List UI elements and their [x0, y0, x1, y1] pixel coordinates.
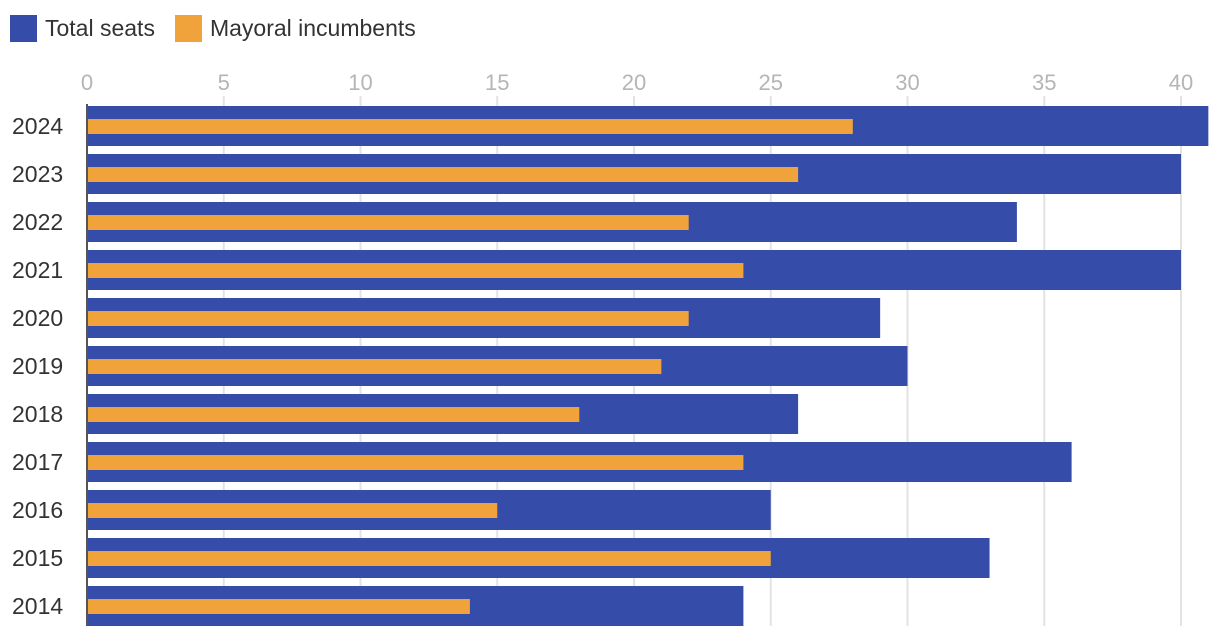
y-tick-label-2023: 2023 — [12, 161, 63, 187]
bars — [87, 106, 1209, 626]
y-tick-label-2015: 2015 — [12, 545, 63, 571]
y-tick-label-2014: 2014 — [12, 593, 63, 619]
y-tick-label-2020: 2020 — [12, 305, 63, 331]
bar-mayoral-incumbents-2023[interactable] — [87, 167, 799, 182]
bar-mayoral-incumbents-2016[interactable] — [87, 503, 498, 518]
legend-swatch-mayoral-incumbents — [174, 14, 202, 42]
y-tick-label-2021: 2021 — [12, 257, 63, 283]
legend-label-total-seats: Total seats — [45, 14, 155, 41]
x-axis-ticks: 0 5 10 15 20 25 30 35 40 — [81, 70, 1193, 95]
x-tick-label-40: 40 — [1169, 70, 1193, 95]
legend-swatch-total-seats — [10, 14, 37, 42]
x-tick-label-10: 10 — [348, 70, 372, 95]
bar-mayoral-incumbents-2024[interactable] — [87, 119, 853, 134]
x-tick-label-25: 25 — [759, 70, 783, 95]
legend: Total seats Mayoral incumbents — [10, 12, 416, 44]
bar-mayoral-incumbents-2015[interactable] — [87, 551, 771, 566]
y-axis-labels: 2024 2023 2022 2021 2020 2019 2018 2017 2016 2015… — [12, 113, 63, 619]
bar-mayoral-incumbents-2020[interactable] — [87, 311, 689, 326]
y-tick-label-2019: 2019 — [12, 353, 63, 379]
x-tick-label-0: 0 — [81, 70, 93, 95]
bar-mayoral-incumbents-2014[interactable] — [87, 599, 470, 614]
x-tick-label-20: 20 — [622, 70, 646, 95]
y-tick-label-2024: 2024 — [12, 113, 63, 139]
legend-item-total-seats[interactable]: Total seats — [10, 14, 155, 42]
x-tick-label-5: 5 — [218, 70, 230, 95]
x-tick-label-15: 15 — [485, 70, 509, 95]
bar-mayoral-incumbents-2022[interactable] — [87, 215, 689, 230]
bar-mayoral-incumbents-2019[interactable] — [87, 359, 662, 374]
legend-item-mayoral-incumbents[interactable]: Mayoral incumbents — [174, 14, 416, 42]
x-tick-label-35: 35 — [1032, 70, 1056, 95]
y-tick-label-2018: 2018 — [12, 401, 63, 427]
legend-label-mayoral-incumbents: Mayoral incumbents — [209, 14, 416, 41]
bar-mayoral-incumbents-2021[interactable] — [87, 263, 744, 278]
bar-mayoral-incumbents-2018[interactable] — [87, 407, 580, 422]
bar-mayoral-incumbents-2017[interactable] — [87, 455, 744, 470]
y-tick-label-2022: 2022 — [12, 209, 63, 235]
x-tick-label-30: 30 — [895, 70, 919, 95]
y-tick-label-2016: 2016 — [12, 497, 63, 523]
y-tick-label-2017: 2017 — [12, 449, 63, 475]
